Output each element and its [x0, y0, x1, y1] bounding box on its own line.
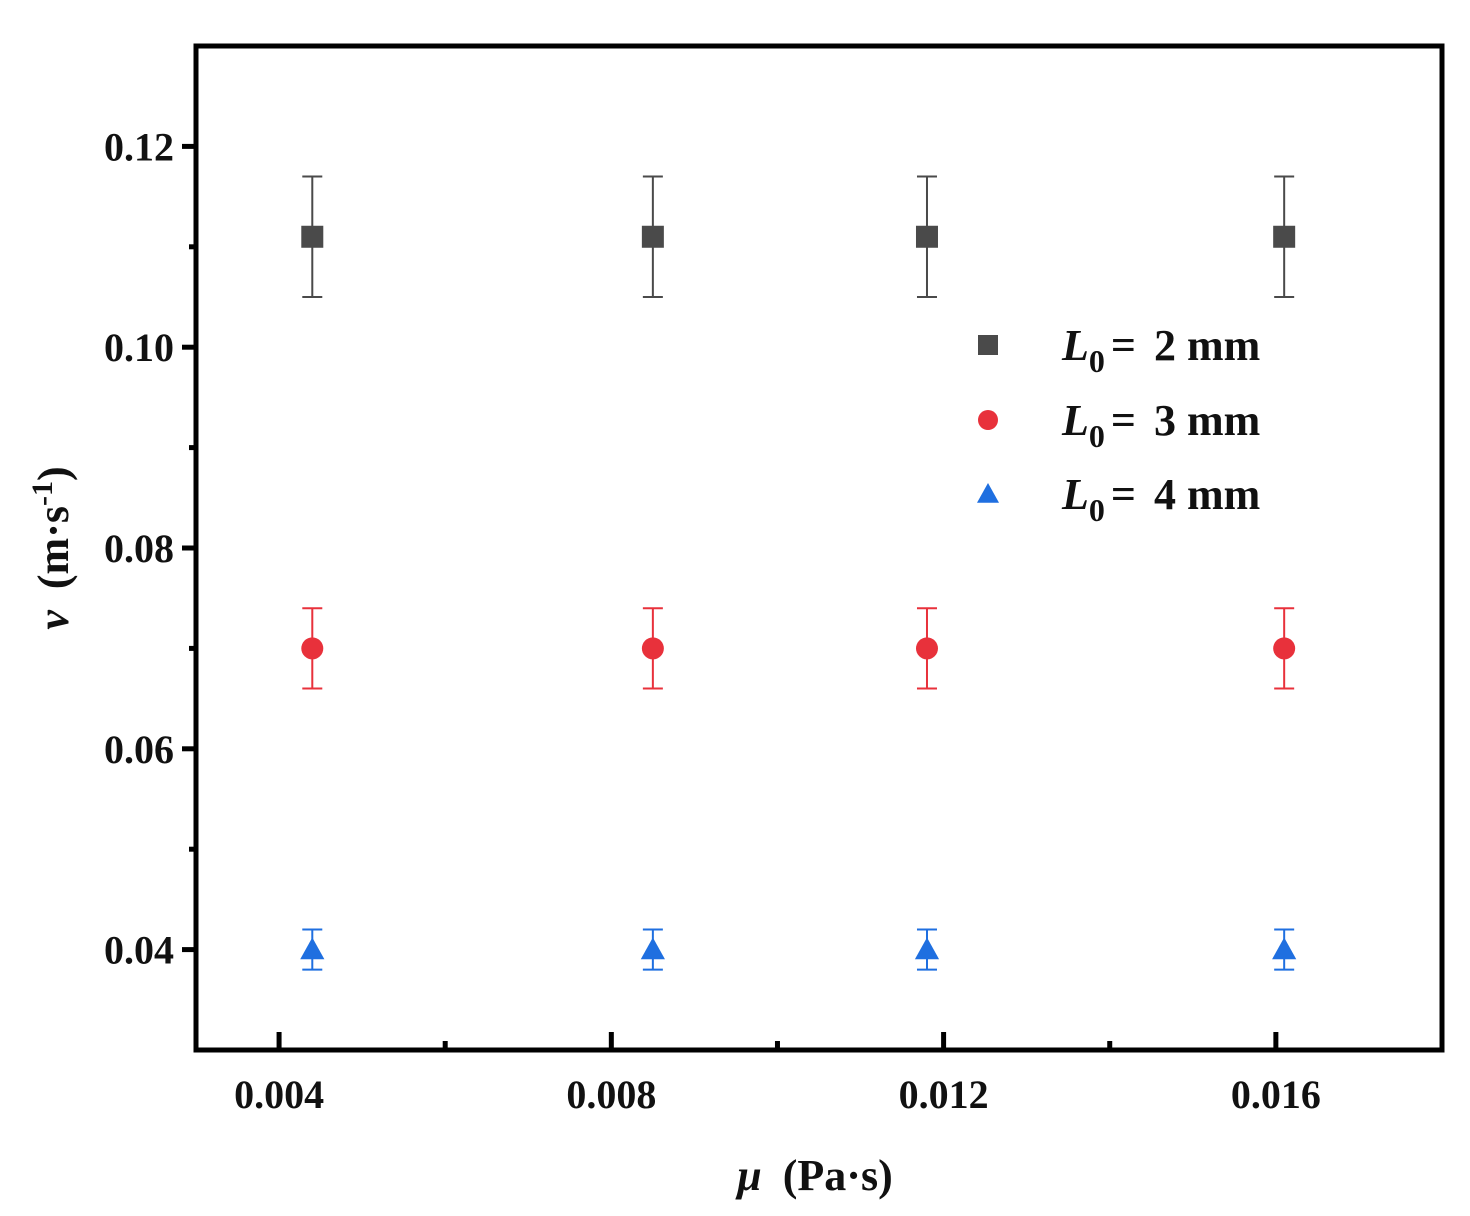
legend-value: 4 mm	[1154, 470, 1260, 519]
x-axis-title: μ (Pa·s)	[735, 1151, 892, 1200]
y-axis-unit-close: )	[29, 466, 78, 481]
series-circle	[301, 607, 1296, 690]
data-point	[301, 637, 324, 660]
data-point	[640, 937, 665, 960]
x-axis-symbol: μ	[735, 1151, 761, 1200]
series-triangle	[300, 928, 1297, 971]
data-point	[641, 637, 664, 660]
plot-frame	[193, 43, 1445, 1053]
legend-symbol: L	[1061, 396, 1089, 445]
y-tick-label: 0.08	[104, 526, 174, 571]
data-point	[914, 937, 940, 960]
legend-label: L0 = 2 mm	[1061, 321, 1260, 379]
y-axis-title: v (m·s-1)	[26, 466, 78, 629]
y-tick-label: 0.04	[104, 928, 174, 973]
legend-value: 3 mm	[1154, 396, 1260, 445]
y-axis-symbol: v	[29, 610, 78, 630]
y-tick-label: 0.10	[104, 325, 174, 370]
legend-label: L0 = 4 mm	[1061, 470, 1260, 528]
legend-marker-square	[978, 335, 998, 355]
y-tick-label: 0.06	[104, 727, 174, 772]
data-point	[1272, 937, 1297, 960]
x-axis-unit: (Pa·s)	[783, 1151, 893, 1200]
legend-value: 2 mm	[1154, 321, 1260, 370]
legend-subscript: 0	[1089, 343, 1105, 379]
x-tick-label: 0.004	[234, 1072, 324, 1117]
marks-layer	[300, 175, 1297, 971]
y-axis-unit-sup: -1	[26, 481, 59, 506]
legend-symbol: L	[1061, 321, 1089, 370]
x-tick-label: 0.008	[566, 1072, 656, 1117]
legend-subscript: 0	[1089, 418, 1105, 454]
y-axis-unit: (m·s	[29, 506, 78, 589]
legend-label: L0 = 3 mm	[1061, 396, 1260, 454]
x-tick-label: 0.012	[899, 1072, 989, 1117]
legend-equals: =	[1111, 321, 1136, 370]
data-point	[915, 225, 938, 248]
legend-symbol: L	[1061, 470, 1089, 519]
x-tick-label: 0.016	[1231, 1072, 1321, 1117]
legend-equals: =	[1111, 470, 1136, 519]
y-tick-label: 0.12	[104, 124, 174, 169]
axes-layer: 0.04 0.06 0.08 0.10 0.12 0.004 0.008 0.012 0.016	[104, 43, 1445, 1117]
legend-marker-circle	[978, 410, 998, 430]
legend-equals: =	[1111, 396, 1136, 445]
legend-marker-triangle	[977, 483, 999, 503]
data-point	[1273, 637, 1296, 660]
data-point	[300, 937, 325, 960]
legend-subscript: 0	[1089, 492, 1105, 528]
data-point	[915, 637, 938, 660]
data-point	[641, 225, 664, 248]
series-square	[301, 175, 1296, 298]
data-point	[301, 225, 324, 248]
data-point	[1273, 225, 1296, 248]
